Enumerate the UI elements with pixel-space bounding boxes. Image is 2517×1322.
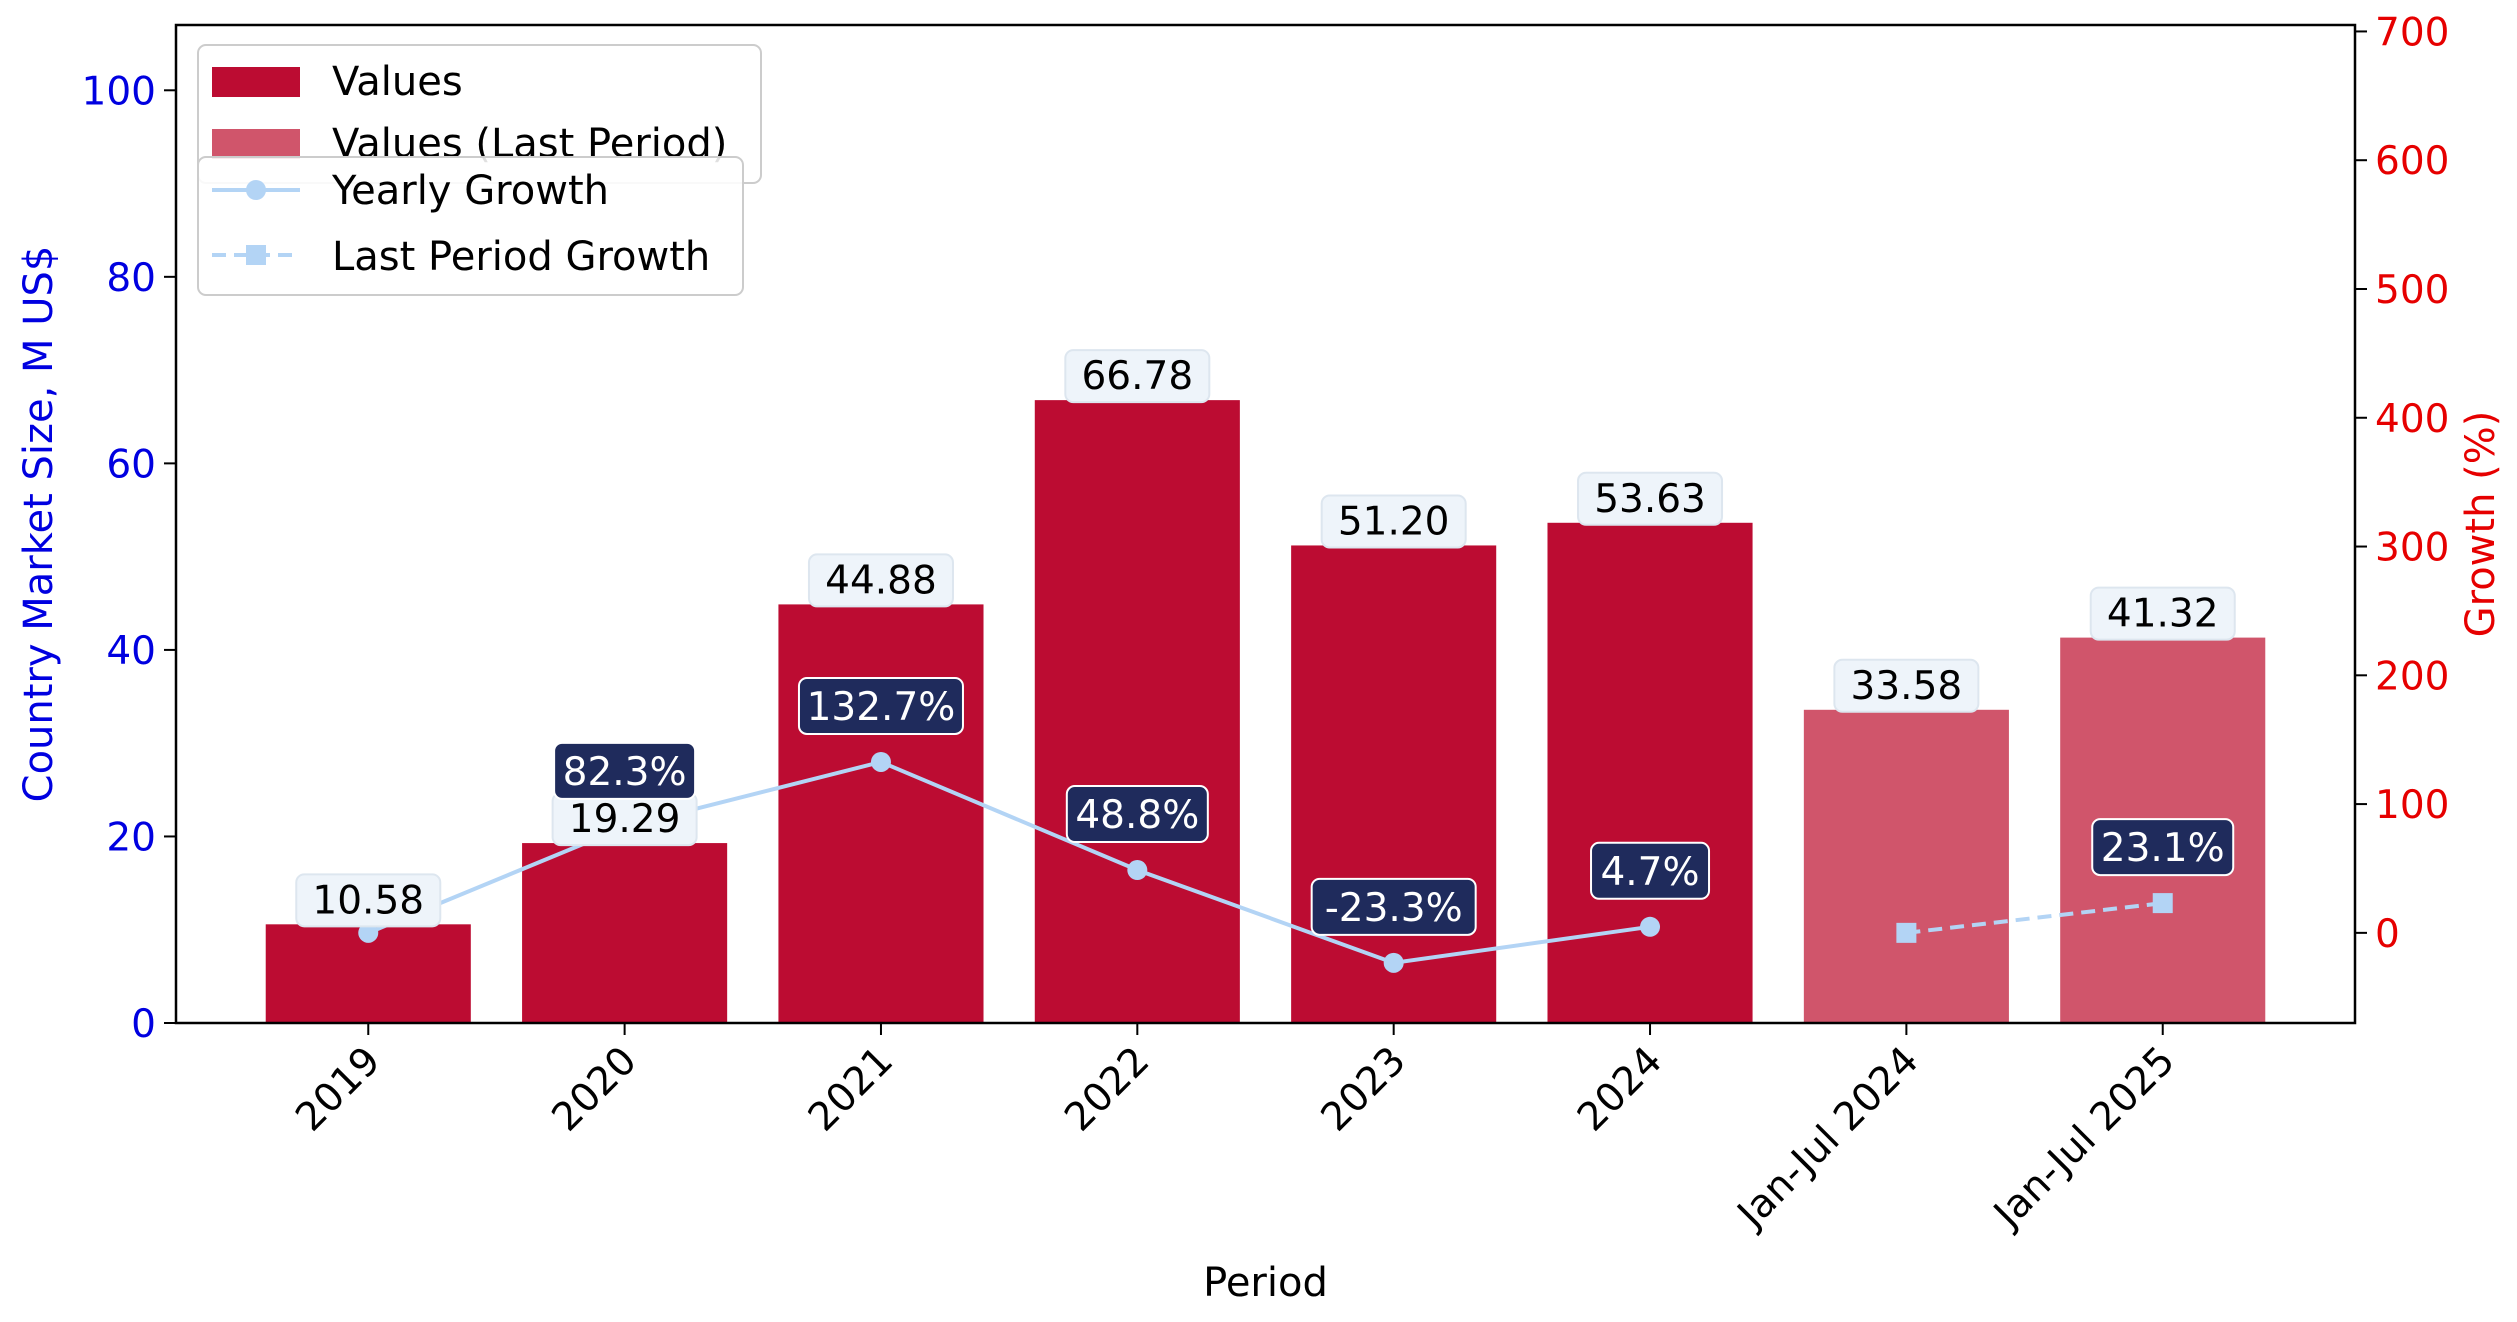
growth-label-box [2091, 818, 2235, 877]
legend-label-values: Values [332, 59, 463, 105]
x-axis-title: Period [1203, 1260, 1328, 1306]
growth-label-box [1590, 841, 1711, 900]
y2-axis-title: Growth (%) [2458, 411, 2504, 638]
bar [778, 604, 984, 1023]
growth-label-box [1065, 785, 1209, 844]
y2-tick-label: 300 [2375, 526, 2449, 571]
bar [1803, 709, 2009, 1023]
y2-tick-label: 500 [2375, 268, 2449, 313]
growth-point [1127, 860, 1148, 881]
growth-label: 132.7% [807, 685, 956, 730]
value-label-box [1064, 349, 1211, 404]
x-tick-label: 2020 [544, 1038, 646, 1140]
legend-label-yearly-growth: Yearly Growth [331, 168, 609, 214]
growth-label-box [553, 741, 697, 800]
value-label-box [1320, 494, 1467, 549]
growth-point [2152, 893, 2173, 914]
bar [1547, 522, 1753, 1023]
y-tick-label: 0 [131, 1002, 156, 1047]
legend-frame-growth [197, 156, 744, 296]
value-label-box [1833, 658, 1980, 713]
y2-tick-label: 600 [2375, 139, 2449, 184]
value-label: 51.20 [1338, 499, 1450, 544]
legend-swatch-values [212, 67, 300, 97]
y2-tick-label: 200 [2375, 654, 2449, 699]
growth-point [358, 922, 379, 943]
growth-label: 4.7% [1600, 850, 1699, 895]
growth-label-box [1310, 877, 1477, 936]
growth-label: 23.1% [2101, 826, 2225, 871]
value-label: 19.29 [569, 797, 681, 842]
bar [1291, 545, 1497, 1023]
x-tick-label: 2024 [1569, 1038, 1671, 1140]
x-tick-label: 2022 [1056, 1038, 1158, 1140]
y-tick-label: 100 [82, 69, 156, 114]
y-axis-title: Country Market Size, M US$ [16, 246, 62, 803]
right-axis: 0 100 200 300 400 500 600 700 [2355, 10, 2449, 957]
growth-label-box [797, 676, 964, 735]
value-label-box [807, 553, 954, 608]
value-label-box [1577, 471, 1724, 526]
data-labels-layer: 10.58 19.29 44.88 66.78 51.20 53.63 33.58 41.32… [295, 349, 2236, 936]
plot-frame [174, 23, 2357, 1025]
value-label-box [2089, 586, 2236, 641]
y-tick-label: 20 [106, 815, 156, 860]
y-tick-label: 80 [106, 256, 156, 301]
value-label: 66.78 [1081, 354, 1193, 399]
x-tick-label: 2021 [800, 1038, 902, 1140]
y-tick-label: 60 [106, 442, 156, 487]
x-tick-label: 2023 [1313, 1038, 1415, 1140]
bars-layer [265, 400, 2266, 1023]
growth-point [1640, 916, 1661, 937]
value-label: 41.32 [2107, 592, 2219, 637]
growth-point [1383, 952, 1404, 973]
legend-marker-last-period-growth [246, 245, 266, 265]
x-tick-label: Jan-Jul 2025 [1984, 1038, 2184, 1238]
y2-tick-label: 700 [2375, 10, 2449, 55]
y2-tick-label: 100 [2375, 783, 2449, 828]
bar [1034, 400, 1240, 1023]
x-axis: 2019 2020 2021 2022 2023 2024 Jan-Jul 2024 Jan-… [287, 1023, 2184, 1238]
value-label-box [295, 873, 442, 928]
x-tick-label: 2019 [287, 1038, 389, 1140]
legend-swatch-last-period [212, 129, 300, 159]
legend-label-last-period-growth: Last Period Growth [332, 234, 710, 280]
y2-tick-label: 400 [2375, 397, 2449, 442]
growth-label: -23.3% [1325, 886, 1463, 931]
value-label: 10.58 [312, 878, 424, 923]
growth-point [1896, 922, 1917, 943]
y2-tick-label: 0 [2375, 912, 2400, 957]
growth-label: 48.8% [1075, 793, 1199, 838]
left-axis: 0 20 40 60 80 100 [82, 69, 176, 1047]
bar [522, 843, 728, 1023]
value-label: 33.58 [1851, 664, 1963, 709]
value-label: 44.88 [825, 558, 937, 603]
growth-label: 82.3% [563, 750, 687, 795]
value-label: 53.63 [1594, 477, 1706, 522]
legend-marker-yearly-growth [246, 180, 266, 200]
growth-point [870, 751, 891, 772]
x-tick-label: Jan-Jul 2024 [1727, 1038, 1927, 1238]
y-tick-label: 40 [106, 629, 156, 674]
